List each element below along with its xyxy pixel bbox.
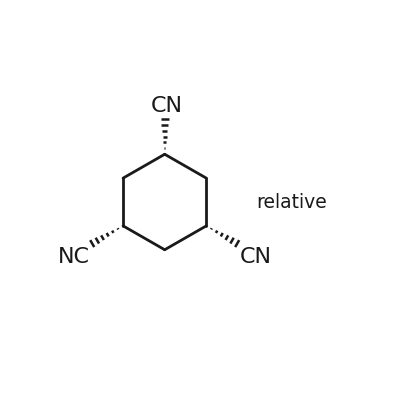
Text: CN: CN (150, 96, 182, 116)
Text: relative: relative (256, 192, 327, 212)
Text: NC: NC (58, 247, 90, 267)
Text: CN: CN (240, 247, 272, 267)
